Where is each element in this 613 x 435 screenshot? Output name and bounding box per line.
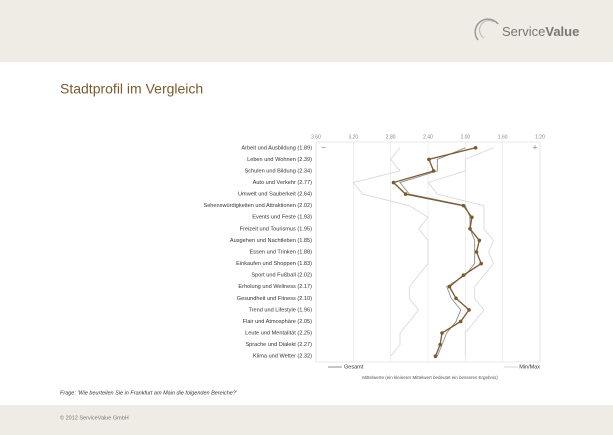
- y-tick-label: Erholung und Wellness (2.17): [238, 284, 312, 290]
- series-line: [399, 147, 476, 357]
- footer-band: [0, 405, 613, 435]
- logo-text-part: Service: [502, 24, 545, 39]
- logo-text-part: Value: [545, 24, 579, 39]
- y-tick-label: Auto und Verkehr (2.77): [253, 180, 313, 186]
- point: [473, 145, 478, 150]
- minmax-line: [352, 147, 429, 357]
- y-tick-label: Flair und Atmosphäre (2.05): [243, 319, 312, 325]
- header-band: [0, 0, 613, 62]
- x-tick-label: 3.60: [311, 134, 321, 140]
- legend-label: Gesamt: [344, 364, 364, 370]
- point: [477, 238, 482, 243]
- y-tick-label: Events und Feste (1.93): [252, 215, 312, 221]
- x-tick-label: 1.60: [498, 134, 508, 140]
- x-axis-label: Mittelwerte (ein kleinerer Mittelwert be…: [362, 375, 498, 380]
- y-tick-label: Einkaufen und Shoppen (1.83): [236, 261, 312, 267]
- point: [391, 180, 396, 185]
- point: [427, 157, 431, 162]
- point: [454, 296, 458, 301]
- x-tick-label: 2.00: [460, 134, 470, 140]
- y-tick-label: Freizeit und Tourismus (1.95): [240, 226, 312, 232]
- zoom-in: +: [532, 142, 537, 152]
- plot: 3.60 3.20 2.80 2.40 2.00 1.60 1.20 Arbeit und A…: [203, 134, 545, 370]
- point: [467, 308, 471, 312]
- logo-text: ServiceValue: [502, 24, 579, 39]
- point: [461, 273, 466, 277]
- y-tick-label: Essen und Trinken (1.88): [250, 249, 313, 255]
- logo-arc: [479, 20, 495, 39]
- y-tick-label: Arbeit und Ausbildung (1.89): [241, 145, 312, 151]
- footer: © 2012 ServiceValue GmbH: [60, 414, 129, 421]
- minmax-line: [427, 147, 494, 357]
- point: [433, 354, 438, 359]
- point: [438, 342, 442, 347]
- point: [403, 192, 408, 196]
- y-tick-label: Ausgehen und Nachtleben (1.85): [230, 238, 312, 244]
- y-tick-label: Schulen und Bildung (2.34): [245, 168, 313, 174]
- logo-arc: [474, 18, 499, 41]
- y-tick-label: Leute und Mentalität (2.25): [245, 331, 312, 337]
- y-tick-label: Trend und Lifestyle (1.96): [248, 307, 312, 313]
- y-tick-label: Umwelt und Sauberkeit (2.64): [238, 192, 312, 198]
- point: [479, 261, 484, 266]
- y-tick-label: Sehenswürdigkeiten und Attraktionen (2.0…: [203, 203, 312, 209]
- point: [440, 331, 444, 335]
- y-tick-label: Gesundheit und Fitness (2.10): [237, 296, 312, 302]
- point: [461, 203, 466, 208]
- point: [458, 319, 463, 324]
- x-tick-label: 2.80: [386, 134, 396, 140]
- legend-label: Min/Max: [519, 364, 540, 370]
- logo: ServiceValue: [474, 18, 579, 41]
- point: [447, 284, 452, 289]
- y-tick-label: Sport und Fußball (2.02): [251, 273, 312, 279]
- point: [474, 250, 479, 254]
- y-tick-label: Klima und Wetter (2.32): [253, 354, 312, 360]
- x-tick-label: 2.40: [423, 134, 433, 140]
- x-tick-label: 3.20: [348, 134, 358, 140]
- y-tick-label: Leben und Wohnen (2.39): [247, 157, 312, 163]
- point: [431, 169, 436, 173]
- chart-title: Stadtprofil im Vergleich: [60, 81, 203, 97]
- footnote: Frage: 'Wie beurteilen Sie in Frankfurt …: [60, 390, 238, 396]
- x-tick-label: 1.20: [535, 134, 545, 140]
- point: [468, 227, 472, 231]
- y-tick-label: Sprache und Dialekt (2.27): [245, 342, 312, 348]
- point: [470, 215, 474, 220]
- zoom-out: −: [321, 142, 326, 152]
